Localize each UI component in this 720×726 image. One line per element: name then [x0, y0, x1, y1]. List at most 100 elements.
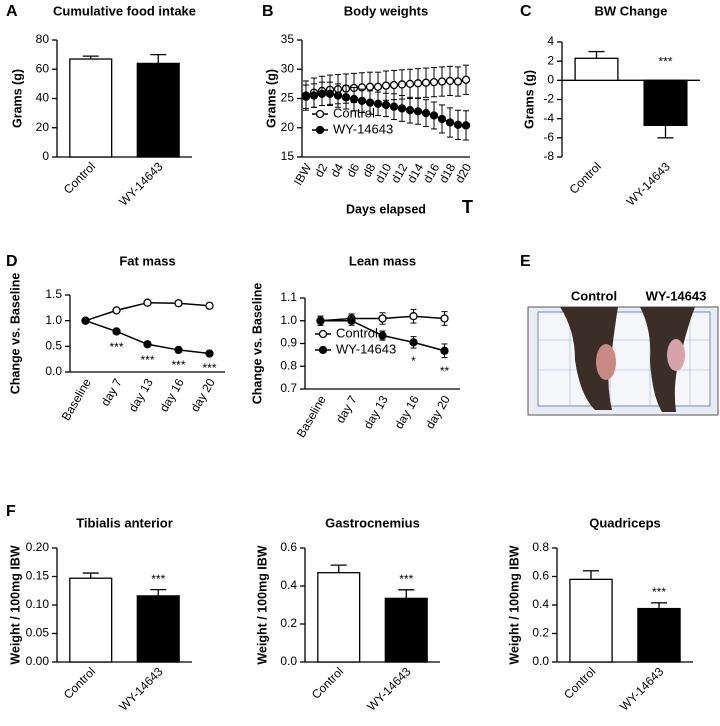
y-tick-label: 0.8: [532, 540, 549, 554]
significance: ***: [399, 572, 413, 586]
photo-label: Control: [571, 288, 617, 303]
marker: [205, 349, 214, 358]
y-tick-label: 0.9: [280, 336, 297, 350]
photo-label: WY-14643: [646, 288, 707, 303]
y-tick-label: 1.0: [45, 313, 62, 327]
marker: [440, 346, 449, 355]
error-bar: [82, 55, 99, 60]
error-bar: [588, 50, 605, 59]
y-tick-label: -8: [543, 149, 554, 163]
marker: [389, 102, 399, 111]
x-tick-label: day 20: [188, 376, 218, 414]
marker: [309, 91, 319, 100]
legend-marker: [318, 345, 328, 355]
photo: Control WY-14643: [527, 288, 719, 416]
x-tick-label: d8: [360, 161, 379, 180]
bar: [69, 58, 113, 158]
significance: ***: [202, 361, 216, 375]
chart-title: Gastrocnemius: [325, 515, 420, 530]
marker: [205, 301, 214, 310]
x-tick-label: day 7: [333, 393, 360, 426]
marker: [81, 316, 90, 325]
chart-title: Fat mass: [119, 253, 175, 268]
marker: [409, 338, 418, 347]
y-tick-label: 0.05: [26, 626, 50, 640]
chart-title: Tibialis anterior: [76, 515, 173, 530]
panel-letter: B: [262, 3, 274, 20]
y-tick-label: 0: [547, 73, 554, 87]
y-tick-label: 2: [547, 53, 554, 67]
y-tick-label: 0.0: [532, 654, 549, 668]
error-bar: [651, 602, 667, 609]
significance: ***: [109, 340, 123, 354]
marker: [413, 107, 423, 116]
marker: [316, 316, 325, 325]
legend-label: Control: [333, 105, 375, 120]
y-axis-label: Grams (g): [522, 70, 536, 129]
y-axis-label: Change vs. Baseline: [250, 283, 264, 405]
chart-title: Cumulative food intake: [53, 3, 196, 18]
error-bar: [82, 572, 99, 579]
marker: [453, 77, 463, 86]
panel-letter: F: [6, 503, 16, 520]
marker: [365, 98, 375, 107]
legend-label: Control: [336, 325, 378, 340]
marker: [325, 89, 335, 98]
x-tick-label: Control: [561, 664, 598, 701]
bar: [569, 578, 613, 663]
marker: [437, 114, 447, 124]
marker: [373, 82, 383, 91]
x-tick-label: Control: [309, 664, 346, 701]
y-tick-label: 20: [36, 120, 50, 134]
legend-label: WY-14643: [336, 341, 396, 356]
y-tick-label: 25: [281, 91, 295, 105]
marker: [440, 314, 449, 323]
x-tick-label: Control: [61, 664, 98, 701]
x-tick-label: day 7: [98, 376, 125, 409]
x-tick-label: Baseline: [59, 376, 94, 423]
marker: [405, 79, 415, 89]
y-axis-label: Grams (g): [264, 69, 278, 128]
bar: [637, 607, 681, 663]
significance: ***: [658, 55, 672, 69]
marker: [389, 80, 399, 90]
significance: **: [440, 364, 450, 378]
y-tick-label: 1.0: [280, 313, 297, 327]
y-axis-label: Weight / 100mg IBW: [255, 545, 269, 664]
y-tick-label: 0.10: [26, 597, 50, 611]
y-tick-label: 0.8: [280, 358, 297, 372]
marker: [381, 81, 391, 90]
y-tick-label: 35: [281, 32, 295, 46]
chart-title: BW Change: [595, 3, 668, 18]
x-tick-label: WY-14643: [116, 159, 165, 208]
y-tick-label: 1.5: [45, 287, 62, 301]
x-tick-label: d2: [312, 161, 331, 180]
significance: *: [411, 354, 416, 368]
marker: [453, 120, 463, 129]
x-tick-label: Baseline: [294, 393, 329, 440]
y-tick-label: 1.1: [280, 290, 297, 304]
legend-marker: [318, 329, 328, 339]
legend-marker: [315, 109, 325, 119]
y-tick-label: 0: [42, 149, 49, 163]
bar: [136, 62, 180, 158]
panel-letter: C: [520, 3, 532, 20]
y-tick-label: 0.15: [26, 569, 50, 583]
chart-title: Body weights: [344, 3, 429, 18]
x-tick-label: Control: [567, 159, 604, 196]
y-tick-label: 0.4: [280, 578, 297, 592]
marker: [429, 111, 439, 120]
x-tick-label: WY-14643: [364, 664, 413, 713]
chart-title: Lean mass: [349, 253, 416, 268]
y-axis-label: Weight / 100mg IBW: [507, 545, 521, 664]
marker: [381, 100, 391, 110]
marker: [445, 118, 455, 127]
marker: [357, 96, 367, 105]
chart-title: Quadriceps: [589, 515, 661, 530]
marker: [112, 327, 121, 336]
panel-letter: D: [6, 253, 18, 270]
significance: ***: [652, 585, 666, 599]
y-tick-label: 20: [281, 120, 295, 134]
marker: [378, 314, 387, 323]
